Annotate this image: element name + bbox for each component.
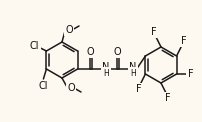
Text: F: F: [135, 84, 141, 94]
Text: O: O: [65, 25, 73, 35]
Text: N: N: [102, 62, 109, 72]
Text: F: F: [150, 27, 156, 37]
Text: O: O: [113, 47, 121, 57]
Text: O: O: [67, 83, 75, 93]
Text: F: F: [164, 93, 170, 103]
Text: H: H: [129, 68, 135, 77]
Text: Cl: Cl: [29, 41, 39, 51]
Text: N: N: [129, 62, 136, 72]
Text: F: F: [187, 69, 193, 79]
Text: O: O: [86, 47, 94, 57]
Text: H: H: [103, 68, 108, 77]
Text: Cl: Cl: [38, 81, 48, 91]
Text: F: F: [180, 36, 185, 46]
